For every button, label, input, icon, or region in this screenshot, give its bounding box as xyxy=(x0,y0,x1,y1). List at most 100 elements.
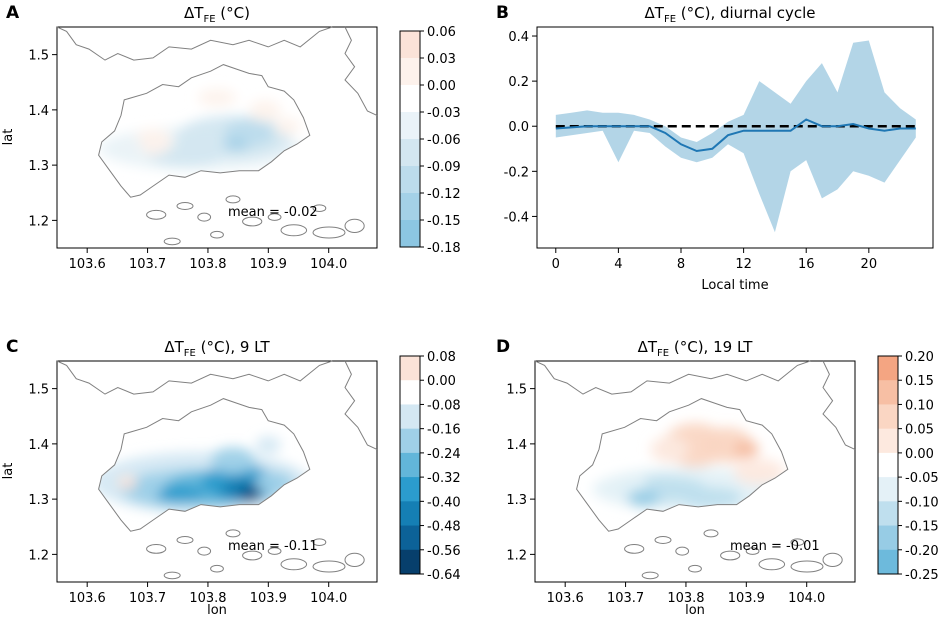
d-ytick-label-3: 1.5 xyxy=(506,383,527,398)
c-heatmap-cells xyxy=(98,398,310,532)
c-colorbar-segment-6 xyxy=(400,501,420,527)
b-xtick-label-4: 16 xyxy=(798,257,815,272)
panel-a-ylabel: lat xyxy=(1,129,16,146)
a-colorbar-segment-5 xyxy=(400,166,420,194)
panel-c-mean: mean = -0.11 xyxy=(228,539,318,554)
d-heatmap-cells xyxy=(576,398,788,532)
series-band xyxy=(555,40,916,233)
c-colorbar-segment-8 xyxy=(400,549,420,575)
b-ytick-label-4: 0.4 xyxy=(508,30,529,45)
panel-d-title-pre: ΔT xyxy=(638,338,658,356)
b-xtick-label-2: 8 xyxy=(677,257,685,272)
a-colorbar-segment-2 xyxy=(400,85,420,113)
c-colorbar-label-5: -0.32 xyxy=(427,471,461,486)
c-islet-4 xyxy=(242,550,263,561)
b-xtick-label-3: 12 xyxy=(735,257,752,272)
c-mainland-coast-east xyxy=(344,360,378,450)
panel-d-title: ΔTFE (°C), 19 LT xyxy=(638,338,754,359)
panel-d-mean: mean = -0.01 xyxy=(730,539,820,554)
c-colorbar-label-3: -0.16 xyxy=(427,423,461,438)
a-islet-6 xyxy=(280,224,308,237)
a-mainland-coast-east xyxy=(344,26,378,116)
d-ytick-label-2: 1.4 xyxy=(506,438,527,453)
c-xtick-label-2: 103.8 xyxy=(189,591,226,606)
c-mainland-coast xyxy=(56,360,333,395)
a-colorbar-label-4: -0.06 xyxy=(427,133,461,148)
c-colorbar-segment-3 xyxy=(400,428,420,454)
c-ytick-label-2: 1.4 xyxy=(28,438,49,453)
panel-a-mean: mean = -0.02 xyxy=(228,205,318,220)
panel-c-heatmap xyxy=(98,398,310,532)
c-islet-8 xyxy=(344,552,365,568)
a-ytick-label-0: 1.2 xyxy=(28,214,49,229)
d-islet-0 xyxy=(624,544,645,554)
c-islet-6 xyxy=(280,558,308,571)
panel-b-title: ΔTFE (°C), diurnal cycle xyxy=(645,4,816,25)
a-xtick-label-1: 103.7 xyxy=(129,257,166,272)
a-ytick-label-3: 1.5 xyxy=(28,49,49,64)
c-colorbar-segment-4 xyxy=(400,452,420,478)
c-colorbar-frame xyxy=(399,355,421,575)
d-islet-8 xyxy=(822,552,843,568)
a-colorbar-label-5: -0.09 xyxy=(427,160,461,175)
a-colorbar-segment-4 xyxy=(400,139,420,167)
d-colorbar-segment-3 xyxy=(878,428,898,454)
panel-c-coastline xyxy=(56,360,378,580)
panel-a-heatmap xyxy=(98,64,310,198)
panel-letter-b: B xyxy=(496,3,509,23)
panel-c: C ΔTFE (°C), 9 LT mean = -0.11 103.6 103.… xyxy=(1,337,461,618)
c-colorbar-segment-2 xyxy=(400,404,420,430)
a-colorbar-segment-7 xyxy=(400,220,420,248)
a-islet-1 xyxy=(176,202,194,210)
b-ytick-label-2: 0.0 xyxy=(508,120,529,135)
a-colorbar-label-3: -0.03 xyxy=(427,106,461,121)
c-islet-10 xyxy=(210,564,224,573)
panel-c-title-pre: ΔT xyxy=(164,338,184,356)
d-colorbar-label-2: 0.10 xyxy=(905,398,934,413)
a-colorbar-segment-6 xyxy=(400,193,420,221)
a-heatmap-cell-5 xyxy=(197,88,237,107)
c-ytick-label-3: 1.5 xyxy=(28,383,49,398)
c-islet-7 xyxy=(312,560,346,573)
panel-d-title-post: (°C), 19 LT xyxy=(669,338,753,356)
d-islet-1 xyxy=(654,536,672,544)
d-mainland-coast xyxy=(534,360,811,395)
c-colorbar-label-4: -0.24 xyxy=(427,447,461,462)
a-colorbar-segment-3 xyxy=(400,112,420,140)
panel-d-heatmap xyxy=(576,398,788,532)
c-ytick-label-0: 1.2 xyxy=(28,548,49,563)
c-islet-9 xyxy=(163,571,181,580)
c-islet-3 xyxy=(225,529,241,538)
a-colorbar-label-8: -0.18 xyxy=(427,241,461,256)
panel-letter-a: A xyxy=(6,3,20,23)
panel-b-axes: 0 4 8 12 16 20 -0.4 -0.2 0.0 0.2 0.4 xyxy=(504,30,877,272)
a-xtick-label-3: 103.9 xyxy=(250,257,287,272)
d-ytick-label-0: 1.2 xyxy=(506,548,527,563)
panel-b-title-post: (°C), diurnal cycle xyxy=(676,4,815,22)
d-colorbar-segment-2 xyxy=(878,404,898,430)
panel-a-coastline xyxy=(56,26,378,246)
b-ytick-label-1: -0.2 xyxy=(504,165,529,180)
c-colorbar-label-7: -0.48 xyxy=(427,520,461,535)
c-islet-5 xyxy=(267,547,282,555)
d-colorbar-label-8: -0.20 xyxy=(905,544,939,559)
a-colorbar-label-7: -0.15 xyxy=(427,214,461,229)
c-colorbar-label-9: -0.64 xyxy=(427,568,461,583)
c-colorbar-label-6: -0.40 xyxy=(427,495,461,510)
a-islet-5 xyxy=(267,213,282,221)
panel-letter-c: C xyxy=(6,337,18,357)
d-colorbar-segment-0 xyxy=(878,356,898,381)
d-colorbar-label-9: -0.25 xyxy=(905,568,939,583)
panel-a-axes: 103.6 103.7 103.8 103.9 104.0 1.2 1.3 1.4 1.5 xyxy=(28,49,347,272)
panel-b-title-sub: FE xyxy=(664,14,676,25)
c-colorbar-segment-7 xyxy=(400,525,420,551)
a-colorbar-label-0: 0.06 xyxy=(427,25,456,40)
panel-c-axes: 103.6 103.7 103.8 103.9 104.0 1.2 1.3 1.4 1.5 xyxy=(28,383,347,606)
c-xtick-label-1: 103.7 xyxy=(129,591,166,606)
a-islet-2 xyxy=(197,212,212,222)
c-xtick-label-4: 104.0 xyxy=(310,591,347,606)
c-islet-1 xyxy=(176,536,194,544)
d-colorbar-label-3: 0.05 xyxy=(905,423,934,438)
panel-a-colorbar: 0.06 0.03 0.00 -0.03 -0.06 -0.09 -0.12 -0.15 -0.… xyxy=(399,25,461,256)
panel-c-title: ΔTFE (°C), 9 LT xyxy=(164,338,270,359)
